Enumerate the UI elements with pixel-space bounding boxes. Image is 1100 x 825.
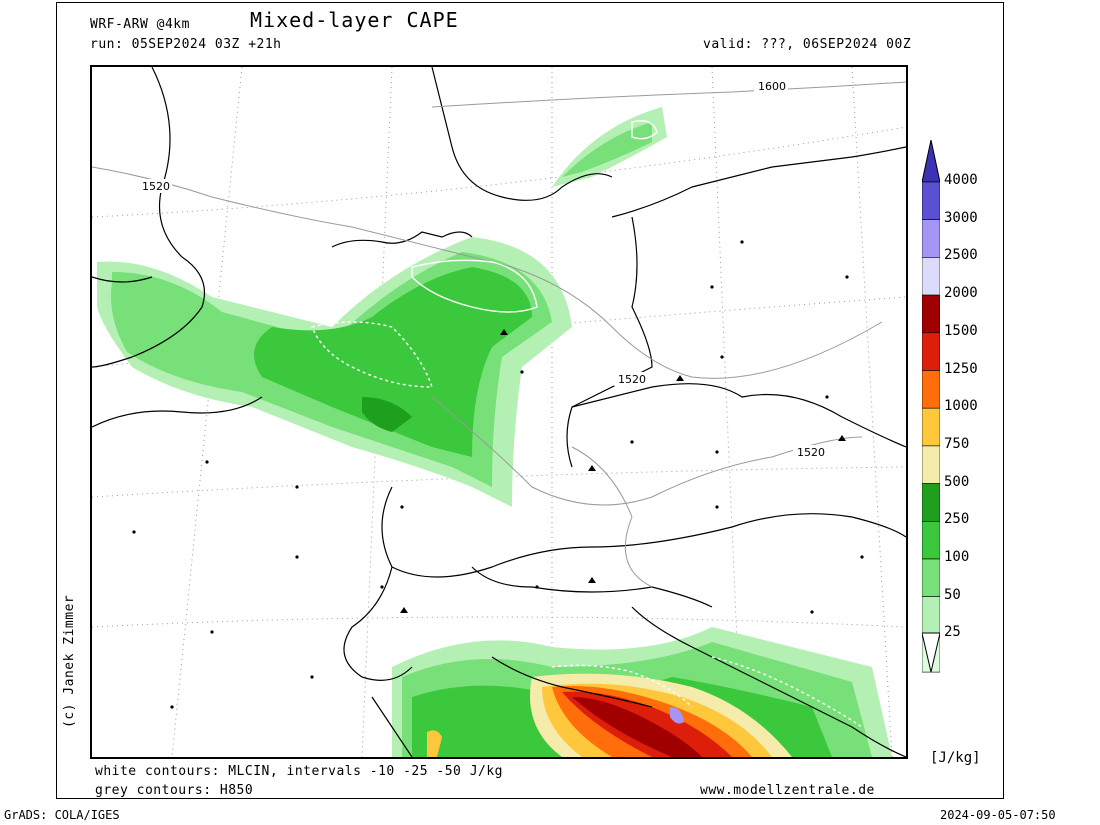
contour-label: 1520: [618, 373, 646, 386]
colorbar-swatch: [922, 181, 940, 221]
colorbar-swatch: [922, 294, 940, 334]
colorbar-level-label: 2500: [944, 247, 978, 264]
white-contours-note: white contours: MLCIN, intervals -10 -25…: [95, 764, 504, 779]
colorbar-swatch: [922, 407, 940, 447]
contour-label-group: 1600 1520 1520 1520: [138, 79, 827, 459]
cape-field-south: [392, 627, 892, 757]
colorbar-level-label: 500: [944, 473, 970, 490]
colorbar-level-label: 50: [944, 586, 961, 603]
colorbar-level-label: 3000: [944, 209, 978, 226]
colorbar-swatches: [922, 181, 940, 673]
colorbar-swatch: [922, 219, 940, 258]
colorbar-swatch: [922, 520, 940, 560]
colorbar-level-label: 1000: [944, 398, 978, 415]
contour-label: 1520: [797, 446, 825, 459]
colorbar-top-triangle: [922, 140, 940, 183]
valid-label: valid: ???, 06SEP2024 00Z: [703, 37, 912, 52]
colorbar-level-label: 1250: [944, 360, 978, 377]
credit-label: (c) Janek Zimmer: [62, 594, 77, 728]
colorbar-swatch: [922, 332, 940, 371]
plot-frame: [56, 2, 1004, 799]
contour-label: 1600: [758, 80, 786, 93]
grey-contours-note: grey contours: H850: [95, 783, 254, 798]
colorbar-level-label: 1500: [944, 322, 978, 339]
colorbar-level-label: 4000: [944, 172, 978, 188]
colorbar-level-label: 25: [944, 624, 961, 641]
mlcin-contours: [311, 120, 863, 728]
colorbar-bottom-triangle: [922, 632, 940, 673]
cape-map: 1600 1520 1520 1520: [90, 65, 908, 759]
map-canvas: 1600 1520 1520 1520: [92, 67, 906, 757]
colorbar-level-label: 250: [944, 511, 970, 528]
colorbar-swatch: [922, 370, 940, 409]
website-label: www.modellzentrale.de: [700, 783, 875, 798]
borders: [92, 67, 906, 757]
cape-field-north: [97, 107, 667, 507]
colorbar-swatch: [922, 445, 940, 484]
colorbar-swatch: [922, 257, 940, 296]
colorbar-swatch: [922, 483, 940, 522]
city-markers: [132, 240, 864, 709]
colorbar-swatch: [922, 596, 940, 635]
colorbar-level-label: 750: [944, 435, 970, 452]
colorbar: [922, 140, 940, 673]
colorbar-level-label: 2000: [944, 285, 978, 302]
colorbar-swatch: [922, 558, 940, 598]
model-label: WRF-ARW @4km: [90, 17, 190, 32]
unit-label: [J/kg]: [930, 750, 981, 766]
map-title: Mixed-layer CAPE: [250, 8, 459, 32]
run-label: run: 05SEP2024 03Z +21h: [90, 37, 282, 52]
software-label: GrADS: COLA/IGES: [4, 808, 120, 822]
colorbar-level-label: 100: [944, 549, 970, 565]
timestamp-label: 2024-09-05-07:50: [940, 808, 1056, 822]
contour-label: 1520: [142, 180, 170, 193]
